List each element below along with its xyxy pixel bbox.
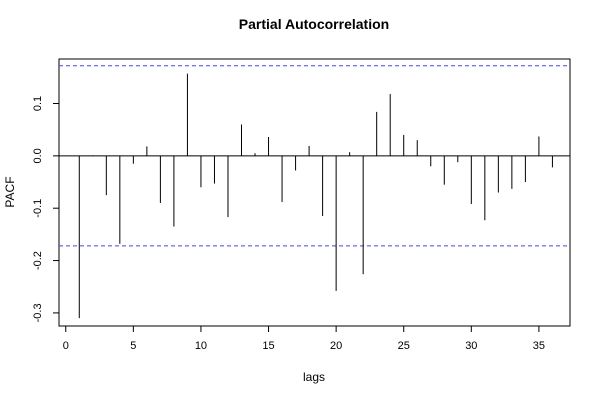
x-tick-label: 15 xyxy=(262,340,274,352)
chart-title: Partial Autocorrelation xyxy=(239,16,389,32)
x-tick-label: 5 xyxy=(130,340,136,352)
x-axis-label: lags xyxy=(303,370,325,384)
y-axis: -0.3 -0.2 -0.1 0.0 0.1 xyxy=(32,96,59,322)
y-tick-label: 0.0 xyxy=(32,148,44,163)
x-tick-label: 10 xyxy=(195,340,207,352)
y-tick-label: -0.1 xyxy=(32,199,44,218)
plot-frame xyxy=(58,58,571,327)
pacf-bars xyxy=(78,73,553,319)
x-tick-label: 35 xyxy=(533,340,545,352)
y-axis-label: PACF xyxy=(3,176,17,207)
x-axis: 0 5 10 15 20 25 30 35 xyxy=(63,326,545,352)
confidence-bounds xyxy=(59,65,570,247)
x-tick-label: 0 xyxy=(63,340,69,352)
x-tick-label: 30 xyxy=(465,340,477,352)
y-tick-label: -0.2 xyxy=(32,251,44,270)
x-tick-label: 25 xyxy=(398,340,410,352)
y-tick-label: 0.1 xyxy=(32,96,44,111)
x-tick-label: 20 xyxy=(330,340,342,352)
y-tick-label: -0.3 xyxy=(32,303,44,322)
